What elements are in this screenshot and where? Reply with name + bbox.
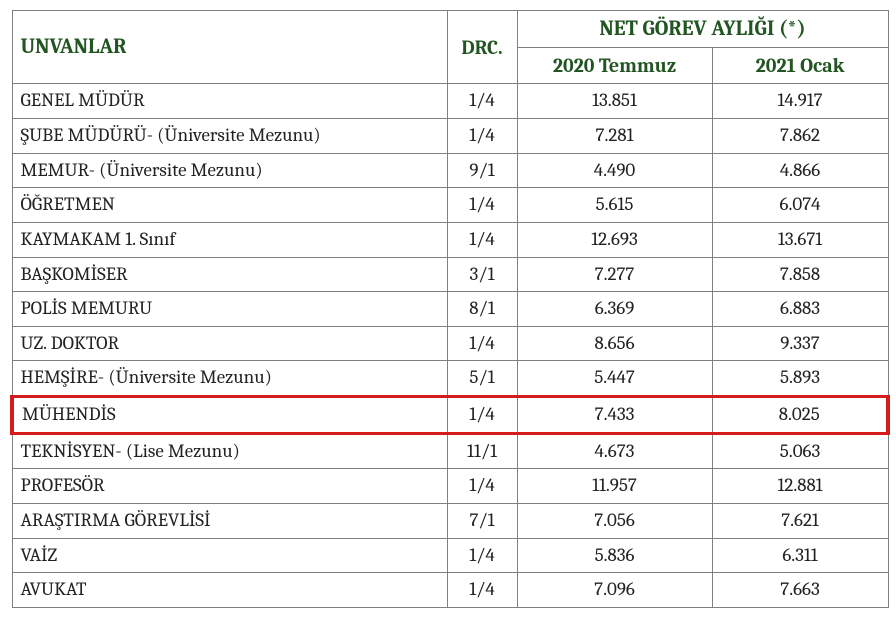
cell-drc: 1/4	[447, 222, 517, 257]
table-row: BAŞKOMİSER3/17.2777.858	[12, 257, 888, 292]
cell-2021-ocak: 7.858	[712, 257, 888, 292]
cell-2021-ocak: 13.671	[712, 222, 888, 257]
table-row: ÖĞRETMEN1/45.6156.074	[12, 188, 888, 223]
cell-title: MÜHENDİS	[12, 397, 447, 434]
cell-title: AVUKAT	[12, 573, 447, 608]
table-row: TEKNİSYEN- (Lise Mezunu)11/14.6735.063	[12, 433, 888, 469]
table-row: AVUKAT1/47.0967.663	[12, 573, 888, 608]
cell-2020-temmuz: 12.693	[517, 222, 712, 257]
header-unvanlar: UNVANLAR	[12, 11, 447, 84]
cell-drc: 1/4	[447, 469, 517, 504]
table-row: MEMUR- (Üniversite Mezunu)9/14.4904.866	[12, 153, 888, 188]
table-header: UNVANLAR DRC. NET GÖREV AYLIĞI (*) 2020 …	[12, 11, 888, 84]
cell-2020-temmuz: 7.277	[517, 257, 712, 292]
cell-drc: 11/1	[447, 433, 517, 469]
table-row: ARAŞTIRMA GÖREVLİSİ7/17.0567.621	[12, 504, 888, 539]
cell-title: TEKNİSYEN- (Lise Mezunu)	[12, 433, 447, 469]
cell-drc: 1/4	[447, 538, 517, 573]
cell-title: HEMŞİRE- (Üniversite Mezunu)	[12, 361, 447, 397]
table-row: ŞUBE MÜDÜRÜ- (Üniversite Mezunu)1/47.281…	[12, 118, 888, 153]
cell-2020-temmuz: 8.656	[517, 326, 712, 361]
cell-title: PROFESÖR	[12, 469, 447, 504]
cell-drc: 1/4	[447, 84, 517, 119]
cell-2021-ocak: 7.663	[712, 573, 888, 608]
cell-2021-ocak: 5.063	[712, 433, 888, 469]
table-row: UZ. DOKTOR1/48.6569.337	[12, 326, 888, 361]
table-row: VAİZ1/45.8366.311	[12, 538, 888, 573]
cell-title: KAYMAKAM 1. Sınıf	[12, 222, 447, 257]
cell-2020-temmuz: 7.056	[517, 504, 712, 539]
table-row: HEMŞİRE- (Üniversite Mezunu)5/15.4475.89…	[12, 361, 888, 397]
cell-title: ÖĞRETMEN	[12, 188, 447, 223]
cell-2020-temmuz: 5.836	[517, 538, 712, 573]
cell-2020-temmuz: 4.673	[517, 433, 712, 469]
cell-2021-ocak: 14.917	[712, 84, 888, 119]
cell-title: VAİZ	[12, 538, 447, 573]
table-row: MÜHENDİS1/47.4338.025	[12, 397, 888, 434]
cell-title: POLİS MEMURU	[12, 292, 447, 327]
cell-2020-temmuz: 7.281	[517, 118, 712, 153]
cell-drc: 7/1	[447, 504, 517, 539]
cell-2020-temmuz: 13.851	[517, 84, 712, 119]
table-row: GENEL MÜDÜR1/413.85114.917	[12, 84, 888, 119]
header-drc: DRC.	[447, 11, 517, 84]
cell-drc: 1/4	[447, 397, 517, 434]
cell-2021-ocak: 6.074	[712, 188, 888, 223]
cell-2020-temmuz: 5.615	[517, 188, 712, 223]
cell-2021-ocak: 7.621	[712, 504, 888, 539]
cell-drc: 1/4	[447, 118, 517, 153]
table-row: KAYMAKAM 1. Sınıf1/412.69313.671	[12, 222, 888, 257]
cell-2021-ocak: 8.025	[712, 397, 888, 434]
header-2021-ocak: 2021 Ocak	[712, 48, 888, 84]
header-2020-temmuz: 2020 Temmuz	[517, 48, 712, 84]
cell-drc: 1/4	[447, 326, 517, 361]
cell-title: GENEL MÜDÜR	[12, 84, 447, 119]
table-body: GENEL MÜDÜR1/413.85114.917ŞUBE MÜDÜRÜ- (…	[12, 84, 888, 608]
cell-title: UZ. DOKTOR	[12, 326, 447, 361]
cell-drc: 1/4	[447, 188, 517, 223]
cell-2021-ocak: 4.866	[712, 153, 888, 188]
cell-title: ŞUBE MÜDÜRÜ- (Üniversite Mezunu)	[12, 118, 447, 153]
cell-drc: 5/1	[447, 361, 517, 397]
cell-title: BAŞKOMİSER	[12, 257, 447, 292]
table-row: POLİS MEMURU8/16.3696.883	[12, 292, 888, 327]
cell-2020-temmuz: 4.490	[517, 153, 712, 188]
salary-table: UNVANLAR DRC. NET GÖREV AYLIĞI (*) 2020 …	[10, 10, 890, 608]
cell-2020-temmuz: 6.369	[517, 292, 712, 327]
cell-2021-ocak: 12.881	[712, 469, 888, 504]
cell-2020-temmuz: 7.096	[517, 573, 712, 608]
cell-2020-temmuz: 5.447	[517, 361, 712, 397]
cell-drc: 9/1	[447, 153, 517, 188]
cell-drc: 3/1	[447, 257, 517, 292]
cell-title: ARAŞTIRMA GÖREVLİSİ	[12, 504, 447, 539]
cell-2021-ocak: 6.311	[712, 538, 888, 573]
header-net-gorev: NET GÖREV AYLIĞI (*)	[517, 11, 888, 48]
cell-2020-temmuz: 7.433	[517, 397, 712, 434]
table-row: PROFESÖR1/411.95712.881	[12, 469, 888, 504]
cell-2020-temmuz: 11.957	[517, 469, 712, 504]
cell-2021-ocak: 6.883	[712, 292, 888, 327]
cell-2021-ocak: 5.893	[712, 361, 888, 397]
cell-drc: 8/1	[447, 292, 517, 327]
cell-drc: 1/4	[447, 573, 517, 608]
cell-2021-ocak: 9.337	[712, 326, 888, 361]
cell-title: MEMUR- (Üniversite Mezunu)	[12, 153, 447, 188]
cell-2021-ocak: 7.862	[712, 118, 888, 153]
